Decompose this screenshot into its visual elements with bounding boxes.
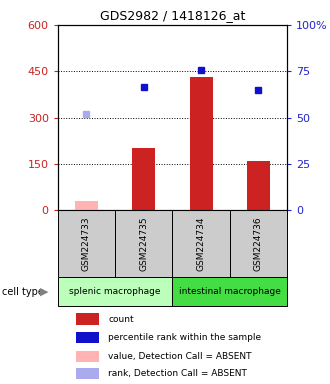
Bar [76,313,99,324]
Bar [76,367,99,379]
Text: percentile rank within the sample: percentile rank within the sample [108,333,261,342]
Text: GSM224733: GSM224733 [82,217,91,271]
Bar [132,148,155,210]
FancyBboxPatch shape [230,210,287,278]
Text: GSM224736: GSM224736 [254,217,263,271]
Bar [76,332,99,343]
FancyBboxPatch shape [58,278,173,306]
Text: GSM224735: GSM224735 [139,217,148,271]
Bar [76,351,99,362]
Text: value, Detection Call = ABSENT: value, Detection Call = ABSENT [108,352,252,361]
Text: count: count [108,314,134,324]
Title: GDS2982 / 1418126_at: GDS2982 / 1418126_at [100,9,245,22]
Text: GSM224734: GSM224734 [197,217,206,271]
FancyBboxPatch shape [58,210,115,278]
Text: ▶: ▶ [40,287,49,297]
FancyBboxPatch shape [173,210,230,278]
FancyBboxPatch shape [115,210,173,278]
Text: cell type: cell type [2,287,44,297]
FancyBboxPatch shape [173,278,287,306]
Bar [190,78,213,210]
Bar [75,201,98,210]
Bar [247,161,270,210]
Text: splenic macrophage: splenic macrophage [69,287,161,296]
Text: rank, Detection Call = ABSENT: rank, Detection Call = ABSENT [108,369,247,377]
Text: intestinal macrophage: intestinal macrophage [179,287,281,296]
